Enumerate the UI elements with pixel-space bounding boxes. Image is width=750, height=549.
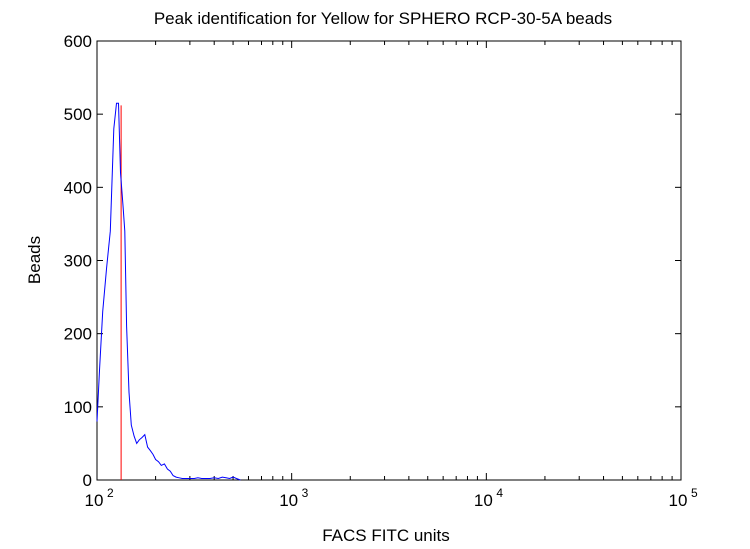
x-tick-exponent: 4 xyxy=(496,486,503,500)
y-tick-label: 200 xyxy=(64,325,92,344)
x-tick-label: 10 xyxy=(279,491,298,510)
x-axis-ticks: 10 2 10 3 10 4 10 5 xyxy=(85,41,698,510)
plot-area xyxy=(96,40,682,481)
y-tick-label: 300 xyxy=(64,252,92,271)
x-tick-exponent: 5 xyxy=(691,486,698,500)
y-tick-label: 0 xyxy=(83,471,92,490)
x-tick-label: 10 xyxy=(669,491,688,510)
x-tick-exponent: 3 xyxy=(302,486,309,500)
x-tick-label: 10 xyxy=(474,491,493,510)
chart-marks xyxy=(96,102,241,481)
x-tick-exponent: 2 xyxy=(107,486,114,500)
plot-frame xyxy=(96,40,682,481)
x-tick-label: 10 xyxy=(85,491,104,510)
y-tick-label: 400 xyxy=(64,178,92,197)
y-axis-ticks: 0 100 200 300 400 500 600 xyxy=(64,32,681,490)
y-axis-label: Beads xyxy=(25,236,44,284)
y-tick-label: 600 xyxy=(64,32,92,51)
y-tick-label: 500 xyxy=(64,105,92,124)
chart-title: Peak identification for Yellow for SPHER… xyxy=(154,9,612,28)
series-line xyxy=(96,102,241,481)
x-axis-label: FACS FITC units xyxy=(322,526,450,545)
y-tick-label: 100 xyxy=(64,398,92,417)
